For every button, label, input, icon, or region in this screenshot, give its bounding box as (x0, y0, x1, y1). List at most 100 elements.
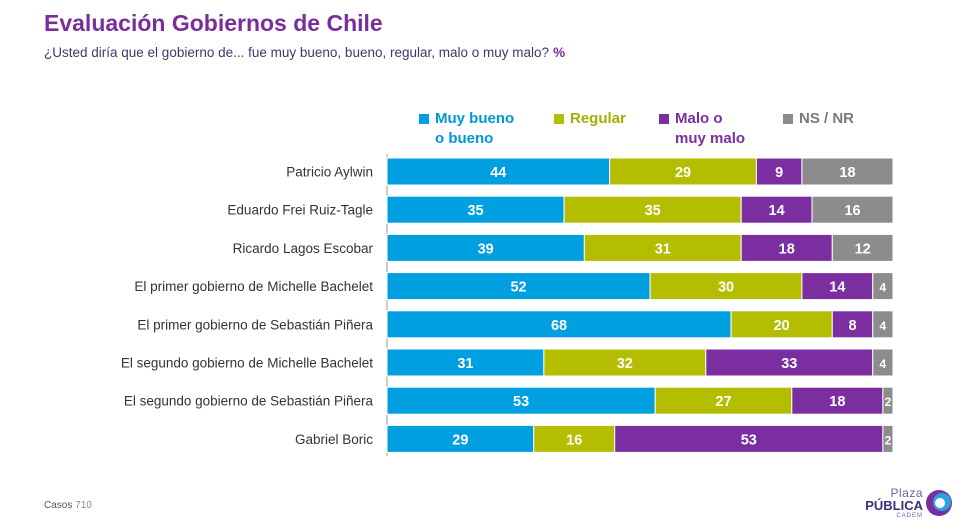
legend-label-regular: Regular (570, 109, 626, 129)
data-label-malo-o-muy-malo-ricardo-lagos-escobar: 18 (779, 241, 795, 257)
category-label-el-primer-gobierno-de-michelle-bachelet: El primer gobierno de Michelle Bachelet (134, 279, 373, 294)
data-label-malo-o-muy-malo-el-primer-gobierno-de-michelle-bachelet: 14 (829, 280, 845, 296)
data-label-regular-el-segundo-gobierno-de-michelle-bachelet: 32 (617, 356, 633, 372)
legend-label-muy-bueno: Muy bueno o bueno (435, 109, 514, 149)
data-label-regular-el-primer-gobierno-de-michelle-bachelet: 30 (718, 280, 734, 296)
bar-regular-ricardo-lagos-escobar (583, 233, 742, 262)
legend-swatch-muy-bueno (419, 114, 429, 124)
bar-malo-o-muy-malo-el-primer-gobierno-de-michelle-bachelet (801, 272, 874, 301)
legend-label-nsnr: NS / NR (799, 109, 854, 129)
logo-text-bottom: CADEM (896, 513, 923, 519)
data-label-ns-nr-patricio-aylwin: 18 (839, 165, 855, 181)
category-label-gabriel-boric: Gabriel Boric (295, 432, 373, 447)
plaza-publica-logo: Plaza PÚBLICA CADEM (862, 486, 958, 524)
bar-malo-o-muy-malo-gabriel-boric (614, 424, 884, 453)
bar-muy-bueno-o-bueno-el-segundo-gobierno-de-sebastian-pinera (386, 386, 656, 415)
bar-muy-bueno-o-bueno-el-primer-gobierno-de-sebastian-pinera (386, 310, 732, 339)
legend-line: Malo o (675, 110, 723, 127)
legend-swatch-regular (554, 114, 564, 124)
data-label-regular-eduardo-frei-ruiz-tagle: 35 (645, 203, 661, 219)
data-label-ns-nr-el-segundo-gobierno-de-michelle-bachelet: 4 (880, 357, 887, 371)
category-label-el-segundo-gobierno-de-michelle-bachelet: El segundo gobierno de Michelle Bachelet (121, 356, 373, 371)
bar-ns-nr-el-primer-gobierno-de-sebastian-pinera (872, 310, 894, 339)
legend-line: o bueno (435, 130, 494, 147)
bar-ns-nr-patricio-aylwin (801, 157, 894, 186)
data-label-malo-o-muy-malo-patricio-aylwin: 9 (775, 165, 783, 181)
data-label-regular-ricardo-lagos-escobar: 31 (655, 241, 671, 257)
data-label-muy-bueno-o-bueno-el-primer-gobierno-de-sebastian-pinera: 68 (551, 318, 567, 334)
data-label-regular-el-primer-gobierno-de-sebastian-pinera: 20 (774, 318, 790, 334)
bar-malo-o-muy-malo-el-primer-gobierno-de-sebastian-pinera (831, 310, 874, 339)
bar-muy-bueno-o-bueno-ricardo-lagos-escobar (386, 233, 585, 262)
legend-swatch-nsnr (783, 114, 793, 124)
logo-text-top: Plaza (890, 486, 923, 500)
logo-mark-icon (926, 490, 952, 516)
bar-regular-eduardo-frei-ruiz-tagle (563, 195, 742, 224)
category-label-el-segundo-gobierno-de-sebastian-pinera: El segundo gobierno de Sebastián Piñera (124, 394, 374, 409)
data-label-ns-nr-el-segundo-gobierno-de-sebastian-pinera: 2 (885, 395, 892, 409)
bar-regular-patricio-aylwin (609, 157, 757, 186)
bar-regular-el-primer-gobierno-de-michelle-bachelet (649, 272, 803, 301)
data-label-ns-nr-el-primer-gobierno-de-michelle-bachelet: 4 (880, 281, 887, 295)
data-label-muy-bueno-o-bueno-ricardo-lagos-escobar: 39 (478, 241, 494, 257)
data-label-regular-patricio-aylwin: 29 (675, 165, 691, 181)
bar-malo-o-muy-malo-ricardo-lagos-escobar (740, 233, 833, 262)
bar-malo-o-muy-malo-eduardo-frei-ruiz-tagle (740, 195, 813, 224)
chart-subtitle: ¿Usted diría que el gobierno de... fue m… (44, 45, 565, 60)
bar-muy-bueno-o-bueno-gabriel-boric (386, 424, 535, 453)
bar-ns-nr-eduardo-frei-ruiz-tagle (811, 195, 894, 224)
category-label-eduardo-frei-ruiz-tagle: Eduardo Frei Ruiz-Tagle (227, 203, 373, 218)
chart-title: Evaluación Gobiernos de Chile (44, 10, 383, 36)
legend-line: NS / NR (799, 110, 855, 127)
cases-footnote: Casos 710 (44, 500, 92, 511)
data-label-regular-gabriel-boric: 16 (566, 432, 582, 448)
category-label-patricio-aylwin: Patricio Aylwin (286, 165, 373, 180)
data-label-muy-bueno-o-bueno-el-segundo-gobierno-de-michelle-bachelet: 31 (457, 356, 473, 372)
bar-ns-nr-el-segundo-gobierno-de-sebastian-pinera (882, 386, 894, 415)
bar-ns-nr-gabriel-boric (882, 424, 894, 453)
bar-ns-nr-el-segundo-gobierno-de-michelle-bachelet (872, 348, 894, 377)
legend-swatch-malo (659, 114, 669, 124)
data-label-malo-o-muy-malo-el-primer-gobierno-de-sebastian-pinera: 8 (848, 318, 856, 334)
legend-line: muy malo (675, 130, 746, 147)
legend-item-malo: Malo o muy malo (659, 109, 745, 149)
legend-item-regular: Regular (554, 109, 626, 129)
category-label-ricardo-lagos-escobar: Ricardo Lagos Escobar (233, 241, 374, 256)
bar-ns-nr-ricardo-lagos-escobar (831, 233, 894, 262)
subtitle-question: ¿Usted diría que el gobierno de... fue m… (44, 45, 550, 60)
bar-malo-o-muy-malo-el-segundo-gobierno-de-sebastian-pinera (791, 386, 884, 415)
bar-ns-nr-el-primer-gobierno-de-michelle-bachelet (872, 272, 894, 301)
data-label-regular-el-segundo-gobierno-de-sebastian-pinera: 27 (715, 394, 731, 410)
category-label-el-primer-gobierno-de-sebastian-pinera: El primer gobierno de Sebastián Piñera (137, 317, 373, 332)
cases-value: 710 (75, 500, 92, 511)
data-label-malo-o-muy-malo-gabriel-boric: 53 (741, 432, 757, 448)
data-label-muy-bueno-o-bueno-patricio-aylwin: 44 (490, 165, 506, 181)
data-label-ns-nr-el-primer-gobierno-de-sebastian-pinera: 4 (880, 319, 887, 333)
bar-muy-bueno-o-bueno-el-primer-gobierno-de-michelle-bachelet (386, 272, 651, 301)
data-label-muy-bueno-o-bueno-gabriel-boric: 29 (452, 432, 468, 448)
cases-label: Casos (44, 500, 73, 511)
bar-regular-el-segundo-gobierno-de-sebastian-pinera (654, 386, 793, 415)
data-label-ns-nr-eduardo-frei-ruiz-tagle: 16 (844, 203, 860, 219)
data-label-muy-bueno-o-bueno-el-primer-gobierno-de-michelle-bachelet: 52 (510, 280, 526, 296)
subtitle-unit: % (553, 45, 566, 60)
data-label-malo-o-muy-malo-el-segundo-gobierno-de-sebastian-pinera: 18 (829, 394, 845, 410)
legend-item-muy-bueno: Muy bueno o bueno (419, 109, 514, 149)
data-label-malo-o-muy-malo-eduardo-frei-ruiz-tagle: 14 (769, 203, 785, 219)
logo-text-mid: PÚBLICA (865, 498, 923, 513)
data-label-ns-nr-ricardo-lagos-escobar: 12 (855, 241, 871, 257)
bar-regular-gabriel-boric (533, 424, 616, 453)
data-label-muy-bueno-o-bueno-el-segundo-gobierno-de-sebastian-pinera: 53 (513, 394, 529, 410)
data-label-ns-nr-gabriel-boric: 2 (885, 433, 892, 447)
legend-line: Regular (570, 110, 626, 127)
legend-line: Muy bueno (435, 110, 515, 127)
bar-regular-el-segundo-gobierno-de-michelle-bachelet (543, 348, 707, 377)
bar-muy-bueno-o-bueno-eduardo-frei-ruiz-tagle (386, 195, 565, 224)
legend-item-nsnr: NS / NR (783, 109, 854, 129)
data-label-malo-o-muy-malo-el-segundo-gobierno-de-michelle-bachelet: 33 (781, 356, 797, 372)
bar-malo-o-muy-malo-el-segundo-gobierno-de-michelle-bachelet (705, 348, 874, 377)
bar-muy-bueno-o-bueno-patricio-aylwin (386, 157, 611, 186)
bar-regular-el-primer-gobierno-de-sebastian-pinera (730, 310, 833, 339)
bar-muy-bueno-o-bueno-el-segundo-gobierno-de-michelle-bachelet (386, 348, 545, 377)
